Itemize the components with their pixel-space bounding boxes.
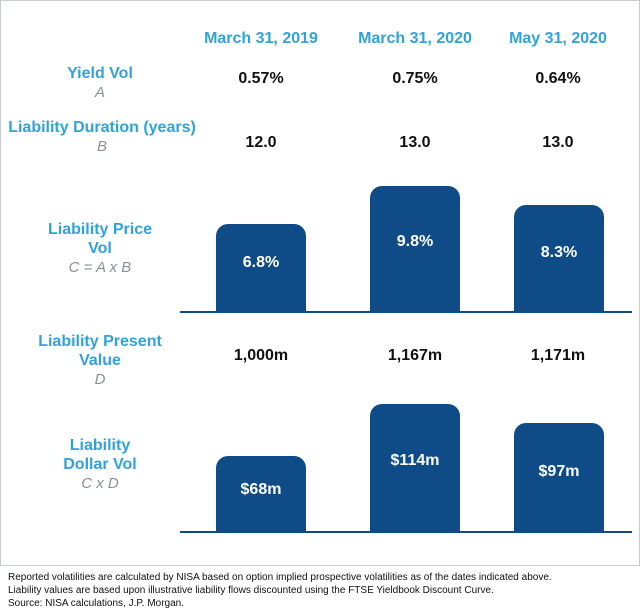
dollar-vol-bar-3 (514, 423, 604, 531)
row-sub-yield-vol: A (94, 84, 105, 101)
value-duration-may-2020: 13.0 (542, 134, 574, 151)
value-duration-2019: 12.0 (245, 134, 277, 151)
row-label-yield-vol-text: Yield Vol (67, 65, 133, 82)
chart-frame (0, 0, 640, 566)
dollar-vol-baseline (180, 531, 632, 533)
value-pv-2020: 1,167m (387, 347, 443, 364)
row-sub-liability-duration: B (96, 138, 107, 155)
footnote-2: Liability values are based upon illustra… (8, 585, 494, 596)
dollar-vol-bar-label-1: $68m (240, 480, 282, 498)
price-vol-bar-2 (370, 186, 460, 311)
row-label-price-vol-text: Liability Price Vol (47, 221, 153, 257)
value-pv-may-2020: 1,171m (530, 347, 586, 364)
column-header-may-2020: May 31, 2020 (509, 30, 607, 47)
value-yield-vol-2020: 0.75% (392, 70, 438, 87)
price-vol-bar-label-3: 8.3% (540, 243, 578, 261)
row-sub-dollar-vol: C x D (81, 475, 119, 492)
value-duration-2020: 13.0 (399, 134, 431, 151)
dollar-vol-bar-1 (216, 456, 306, 531)
value-yield-vol-2019: 0.57% (238, 70, 284, 87)
footnote-1: Reported volatilities are calculated by … (8, 572, 552, 583)
price-vol-bar-3 (514, 205, 604, 311)
row-label-liability-duration: Liability Duration (years) B (0, 118, 204, 156)
column-header-mar-2020: March 31, 2020 (358, 30, 472, 47)
price-vol-bar-label-1: 6.8% (242, 254, 280, 272)
price-vol-bar-1 (216, 224, 306, 311)
column-header-mar-2019: March 31, 2019 (204, 30, 318, 47)
row-label-price-vol: Liability Price Vol C = A x B (0, 220, 200, 277)
row-label-dollar-vol: Liability Dollar Vol C x D (0, 436, 200, 493)
footnotes: Reported volatilities are calculated by … (8, 571, 552, 610)
price-vol-baseline (180, 311, 632, 313)
price-vol-bar-label-2: 9.8% (396, 233, 434, 251)
dollar-vol-bar-label-3: $97m (538, 462, 580, 480)
footnote-3: Source: NISA calculations, J.P. Morgan. (8, 598, 185, 609)
row-label-present-value: Liability Present Value D (0, 332, 200, 389)
dollar-vol-bar-2 (370, 404, 460, 531)
row-label-liability-duration-text: Liability Duration (years) (8, 119, 196, 136)
row-sub-price-vol: C = A x B (68, 259, 132, 276)
row-label-yield-vol: Yield Vol A (0, 64, 200, 102)
value-pv-2019: 1,000m (233, 347, 289, 364)
row-label-dollar-vol-text: Liability Dollar Vol (63, 437, 137, 473)
dollar-vol-bar-label-2: $114m (390, 452, 440, 470)
row-sub-present-value: D (94, 371, 106, 388)
value-yield-vol-may-2020: 0.64% (535, 70, 581, 87)
row-label-present-value-text: Liability Present Value (38, 333, 162, 369)
